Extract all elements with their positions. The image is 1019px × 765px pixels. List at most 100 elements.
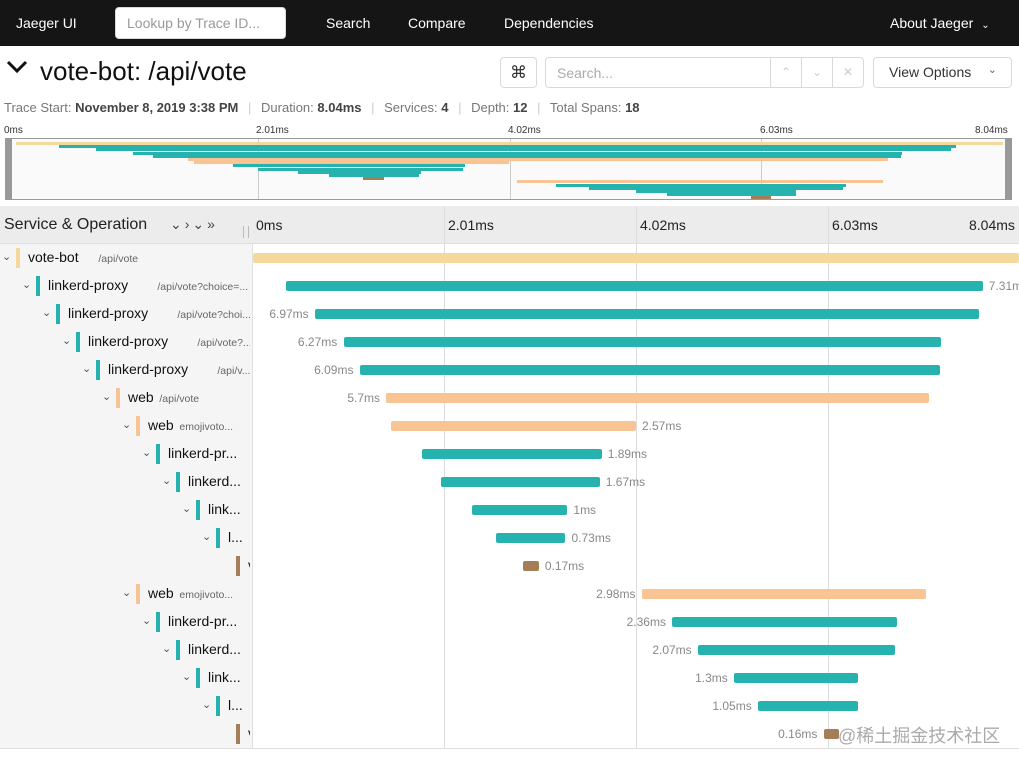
next-match-button[interactable]: ⌄ [802,57,833,88]
span-bar[interactable] [391,421,636,431]
minimap-ticks: 0ms 2.01ms 4.02ms 6.03ms 8.04ms [0,124,1019,138]
minimap-span-bar [132,151,903,155]
span-bar[interactable] [823,729,839,739]
chevron-down-icon[interactable]: ⌄ [122,587,132,599]
service-color-mark [36,276,40,296]
divider: | [537,100,541,115]
chevron-down-icon[interactable]: ⌄ [162,475,172,487]
chevron-down-icon[interactable]: ⌄ [202,531,212,543]
chevron-down-icon[interactable]: ⌄ [162,643,172,655]
span-row[interactable]: ⌄ linkerd-proxy/api/vote?... 6.27ms [0,328,1019,356]
collapse-trace-chevron-icon[interactable] [5,55,29,79]
trace-id-lookup-input[interactable]: Lookup by Trace ID... [115,7,286,39]
span-service-name: web [128,389,154,405]
span-row[interactable]: ⌄ linkerd... 1.67ms [0,468,1019,496]
span-bar[interactable] [386,393,930,403]
chevron-down-icon[interactable]: ⌄ [202,699,212,711]
span-bar[interactable] [440,477,600,487]
span-row[interactable]: ⌄ l... 1.05ms [0,692,1019,720]
span-row[interactable]: ⌄ web/api/vote 5.7ms [0,384,1019,412]
span-service-name: web [148,585,174,601]
chevron-down-icon[interactable]: ⌄ [2,251,12,263]
chevron-down-icon[interactable]: ⌄ [102,391,112,403]
chevron-down-icon[interactable]: ⌄ [122,419,132,431]
span-bar[interactable] [421,449,602,459]
chevron-down-icon[interactable]: ⌄ [142,447,152,459]
keyboard-shortcuts-button[interactable]: ⌘ [500,57,537,88]
collapse-all-icon[interactable]: » [207,216,218,232]
nav-search-link[interactable]: Search [326,15,371,31]
minimap-span-bar [194,161,510,165]
span-bar[interactable] [495,533,566,543]
span-bar[interactable] [286,281,983,291]
span-bar[interactable] [522,561,539,571]
minimap-span-bar [298,170,422,174]
prev-match-button[interactable]: ⌃ [771,57,802,88]
span-duration-label: 2.07ms [652,643,692,657]
span-row[interactable]: v 0.16ms [0,720,1019,748]
span-duration-label: 7.31m [988,279,1019,293]
span-row[interactable]: ⌄ linkerd-proxy/api/vote?choi... 6.97ms [0,300,1019,328]
span-row[interactable]: ⌄ link... 1.3ms [0,664,1019,692]
span-bar[interactable] [472,505,568,515]
minimap-left-handle[interactable] [6,139,12,199]
span-name-cell: ⌄ linkerd-pr... [0,440,250,468]
span-bar[interactable] [314,309,979,319]
view-options-dropdown[interactable]: View Options ⌄ [873,57,1012,88]
span-service-name: vote-bot [28,249,79,265]
trace-minimap[interactable] [5,138,1012,200]
chevron-down-icon[interactable]: ⌄ [182,671,192,683]
about-jaeger-menu[interactable]: About Jaeger ⌄ [890,15,990,31]
chevron-down-icon[interactable]: ⌄ [142,615,152,627]
span-row[interactable]: ⌄ web emojivoto... 2.57ms [0,412,1019,440]
trace-search-input[interactable]: Search... [545,57,771,88]
span-service-name: l... [228,697,243,713]
span-row[interactable]: ⌄ linkerd-pr... 1.89ms [0,440,1019,468]
span-row[interactable]: ⌄ l... 0.73ms [0,524,1019,552]
span-operation-name: /api/vote?choice=... [157,281,249,293]
span-row[interactable]: ⌄ web emojivoto... 2.98ms [0,580,1019,608]
span-duration-label: 0.16ms [778,727,818,741]
nav-dependencies-link[interactable]: Dependencies [504,15,594,31]
span-name-cell: ⌄ web emojivoto... [0,412,250,440]
chevron-down-icon[interactable]: ⌄ [22,279,32,291]
chevron-down-icon[interactable]: ⌄ [62,335,72,347]
span-bar[interactable] [359,365,940,375]
clear-search-button[interactable]: ✕ [833,57,864,88]
span-row[interactable]: ⌄ linkerd-proxy/api/vote?choice=... 7.31m [0,272,1019,300]
span-bar[interactable] [757,701,858,711]
span-duration-label: 6.09ms [314,363,354,377]
collapse-controls: ⌄›⌄» [170,216,218,233]
brand-link[interactable]: Jaeger UI [16,15,77,31]
span-bar[interactable] [343,337,941,347]
span-row[interactable]: v 0.17ms [0,552,1019,580]
chevron-down-icon[interactable]: ⌄ [170,216,185,232]
minimap-tick: 8.04ms [975,125,1008,136]
grid-line [636,206,637,748]
service-operation-header: Service & Operation [4,216,148,233]
span-bar[interactable] [253,253,1019,263]
minimap-right-handle[interactable] [1005,139,1011,199]
span-row[interactable]: ⌄ vote-bot/api/vote [0,244,1019,272]
span-row[interactable]: ⌄ linkerd... 2.07ms [0,636,1019,664]
span-bar[interactable] [641,589,926,599]
column-resizer[interactable] [243,226,249,238]
span-row[interactable]: ⌄ link... 1ms [0,496,1019,524]
span-row[interactable]: ⌄ linkerd-proxy/api/v... 6.09ms [0,356,1019,384]
span-bar[interactable] [672,617,898,627]
span-name-cell: v [0,720,250,748]
nav-compare-link[interactable]: Compare [408,15,466,31]
span-bar[interactable] [697,645,896,655]
minimap-span-bar [589,186,844,190]
trace-meta: Trace Start: November 8, 2019 3:38 PM | … [4,100,640,115]
chevron-down-icon[interactable]: ⌄ [82,363,92,375]
chevron-right-icon[interactable]: › [184,216,193,232]
grid-line [828,206,829,748]
expand-all-icon[interactable]: ⌄ [192,216,208,232]
span-bar[interactable] [734,673,858,683]
span-duration-label: 0.73ms [571,531,611,545]
span-name-cell: ⌄ l... [0,524,250,552]
span-row[interactable]: ⌄ linkerd-pr... 2.36ms [0,608,1019,636]
chevron-down-icon[interactable]: ⌄ [42,307,52,319]
chevron-down-icon[interactable]: ⌄ [182,503,192,515]
